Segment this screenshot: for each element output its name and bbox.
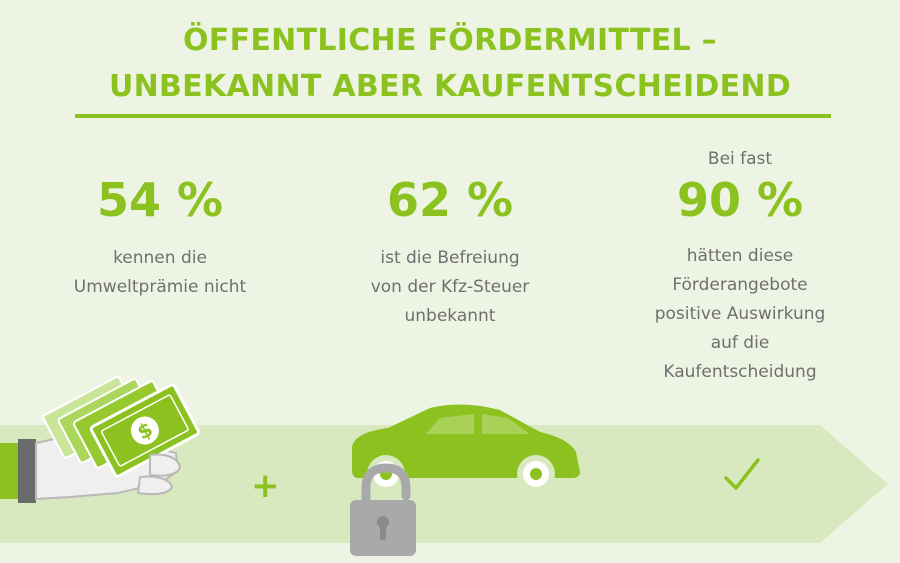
stat-description-line: Förderangebote (672, 275, 808, 295)
title-divider (75, 114, 831, 118)
stat-description-line: Umweltprämie nicht (73, 277, 247, 297)
stat-value: 62 % (386, 173, 514, 227)
stat-description: hätten diese Förderangebote positive Aus… (615, 242, 865, 387)
title-line-2: UNBEKANNT ABER KAUFENTSCHEIDEND (108, 69, 792, 104)
infographic-title: ÖFFENTLICHE FÖRDERMITTEL – UNBEKANNT ABE… (0, 18, 900, 110)
stat-description-line: auf die (710, 333, 770, 353)
car-icon (352, 404, 580, 493)
stat-value: 90 % (676, 173, 804, 227)
title-line-1: ÖFFENTLICHE FÖRDERMITTEL – (183, 23, 717, 58)
plus-sign: + (251, 466, 280, 506)
stat-description-line: kennen die (113, 248, 207, 268)
padlock-icon (350, 463, 416, 556)
stat-description: ist die Befreiung von der Kfz-Steuer unb… (325, 244, 575, 331)
stat-description: kennen die Umweltprämie nicht (35, 244, 285, 302)
stat-value: 54 % (96, 173, 224, 227)
stat-description-line: positive Auswirkung (654, 304, 826, 324)
stat-description-line: ist die Befreiung (380, 248, 520, 268)
stat-description-line: hätten diese (686, 246, 794, 266)
stat-kaufentscheidung: Bei fast 90 % hätten diese Förderangebot… (615, 146, 865, 387)
stat-kfz-steuer: 62 % ist die Befreiung von der Kfz-Steue… (325, 172, 575, 331)
stat-umweltpraemie: 54 % kennen die Umweltprämie nicht (35, 172, 285, 302)
stat-description-line: unbekannt (404, 306, 496, 326)
stat-prefix: Bei fast (707, 149, 773, 169)
money-in-hand-icon: $ (0, 376, 200, 503)
stat-description-line: Kaufentscheidung (663, 362, 817, 382)
checkmark-icon (724, 458, 760, 490)
stat-description-line: von der Kfz-Steuer (370, 277, 530, 297)
